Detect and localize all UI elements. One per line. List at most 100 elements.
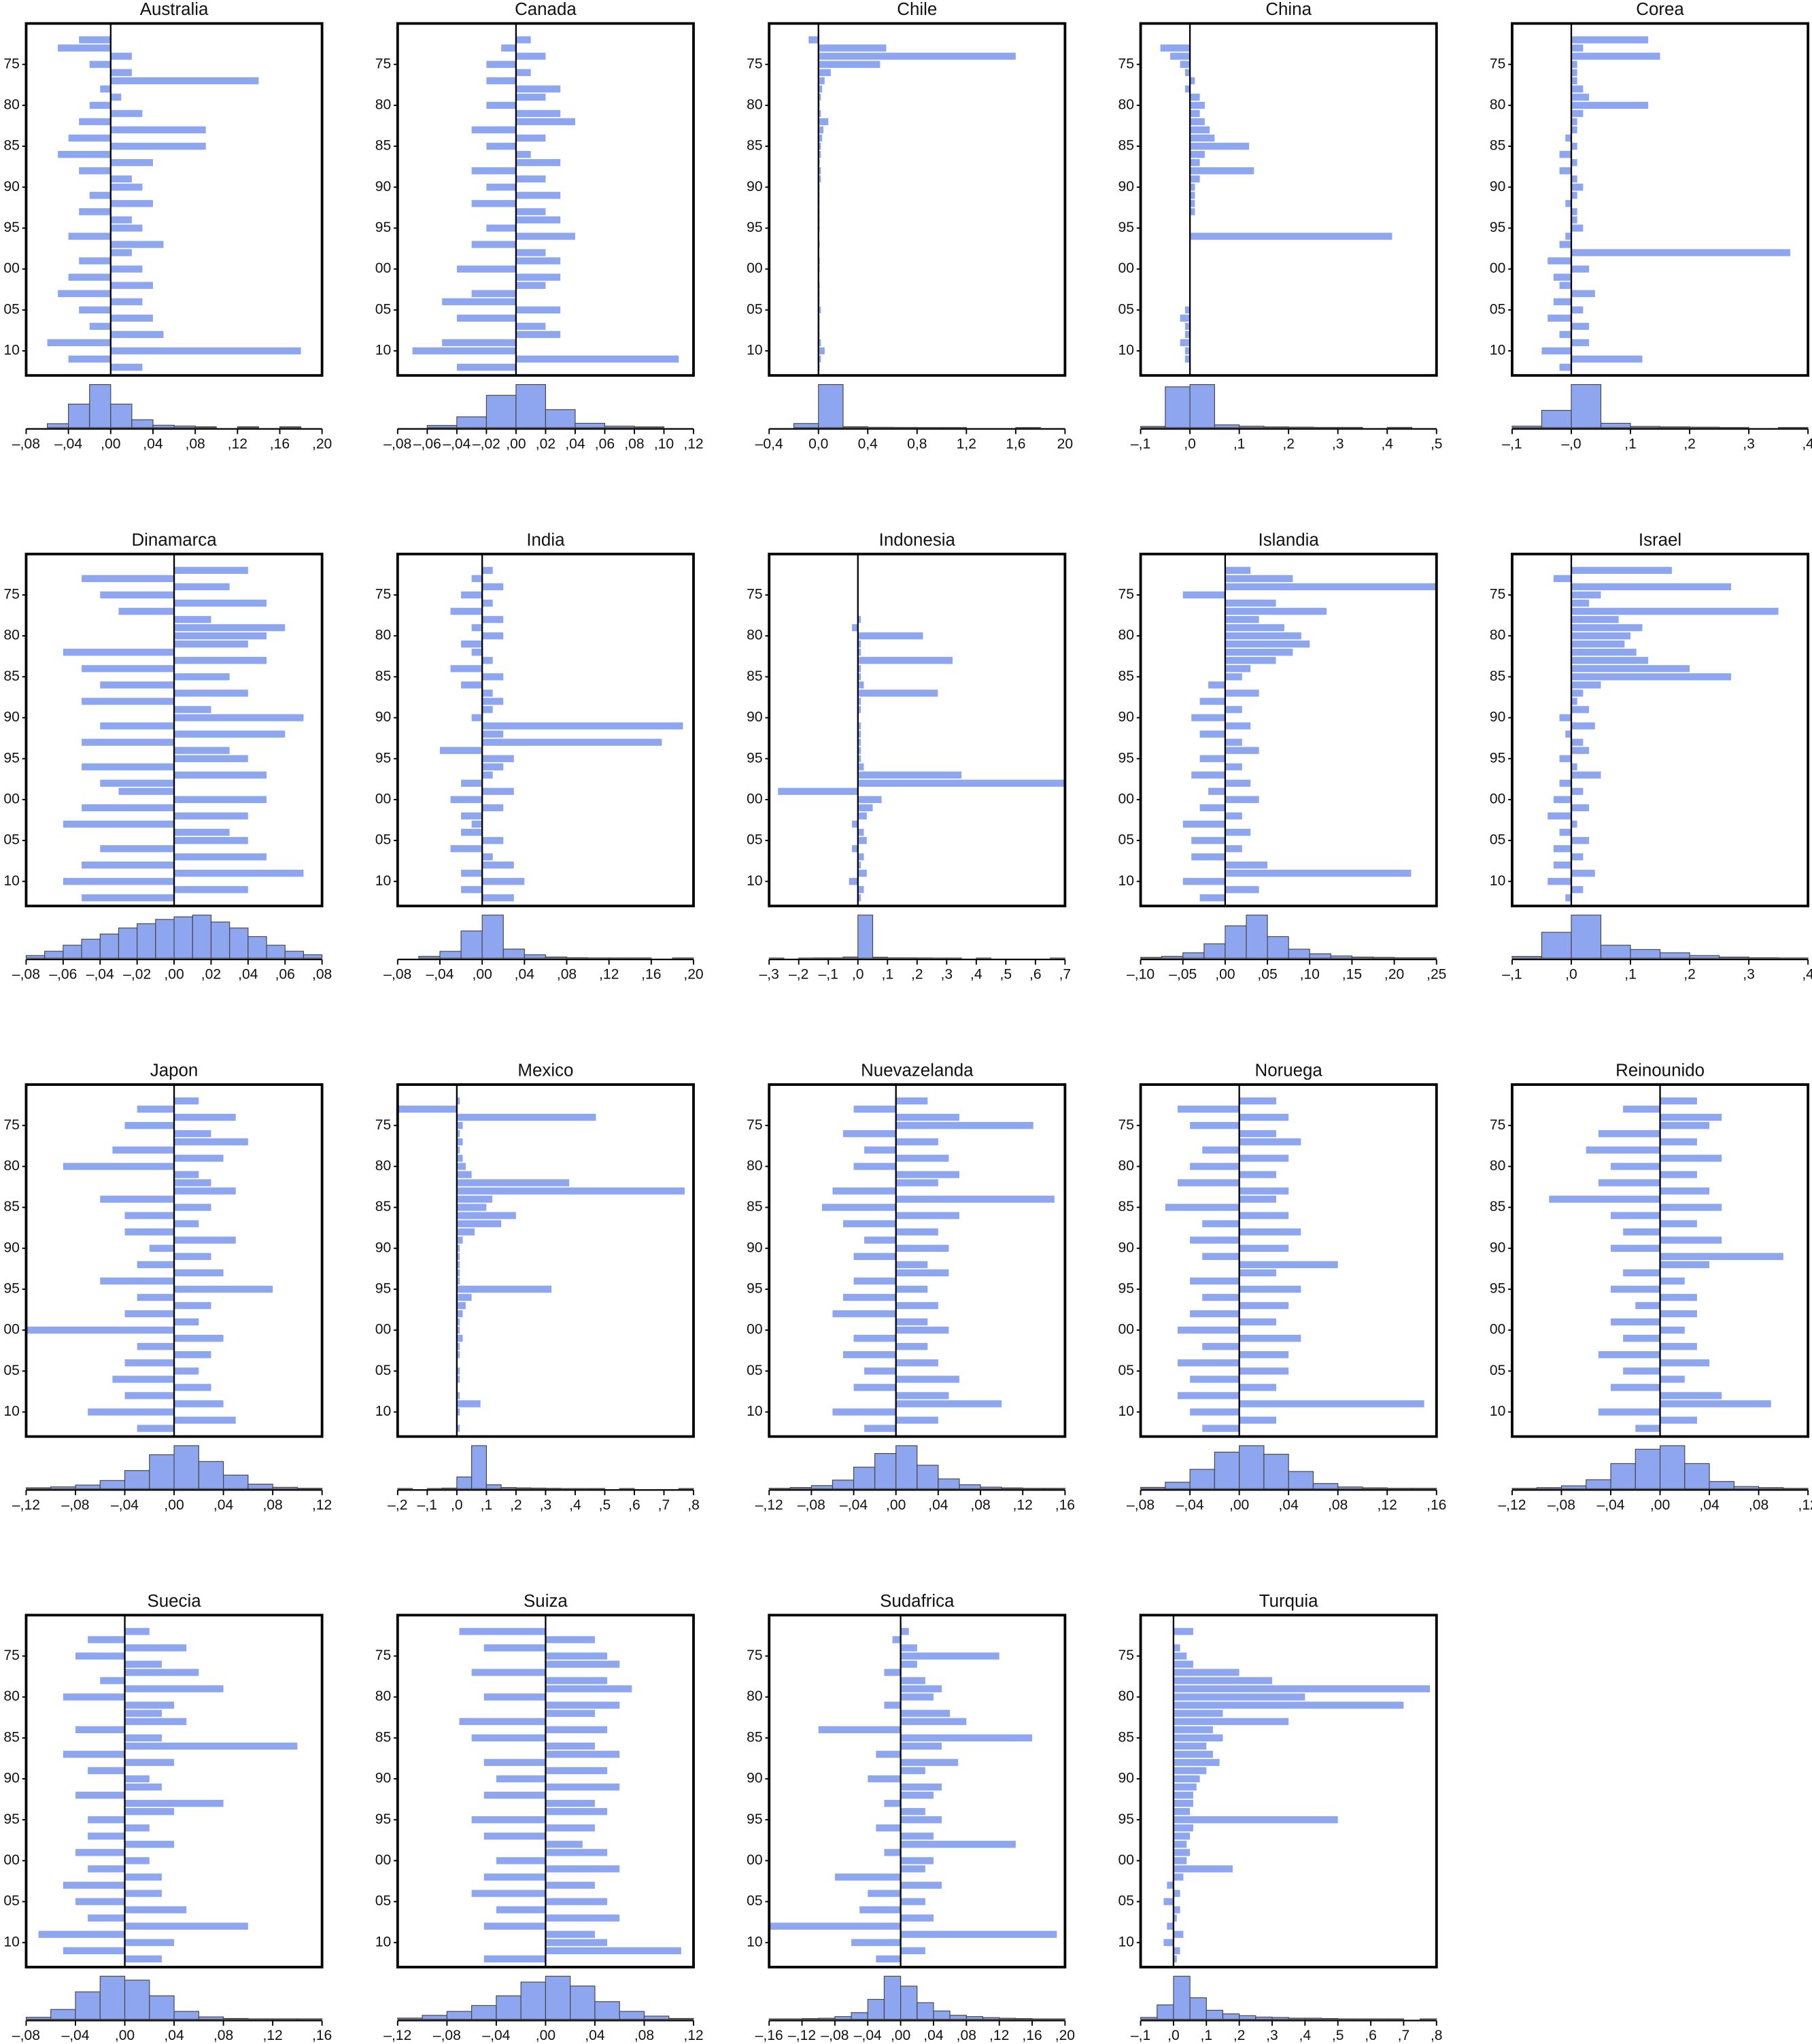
y-tick-label: 95 [1118, 220, 1134, 235]
bar [440, 747, 483, 754]
bar [1163, 1939, 1174, 1946]
histogram-bar [1015, 2018, 1033, 2020]
y-tick-label: 90 [375, 709, 391, 725]
bar [545, 1898, 608, 1905]
bar [818, 306, 821, 313]
bar [1190, 208, 1195, 216]
y-tick-label: 05 [3, 832, 19, 848]
bar [496, 1906, 546, 1913]
bar [1190, 167, 1254, 175]
bar [515, 69, 531, 76]
bar [1541, 347, 1571, 355]
bar [482, 599, 493, 607]
y-tick-label: 75 [3, 587, 19, 602]
bar [63, 820, 175, 828]
bar [1225, 632, 1301, 640]
bar [1184, 347, 1191, 355]
bar [174, 836, 248, 845]
bar [1184, 330, 1191, 339]
histogram-bar [917, 2002, 934, 2020]
bar [895, 1212, 959, 1219]
bar [895, 1261, 928, 1269]
bar [895, 1326, 949, 1334]
bar [818, 77, 825, 84]
y-tick-label: 85 [747, 668, 762, 684]
y-tick-label: 10 [3, 1934, 19, 1949]
y-tick-label: 95 [1118, 1811, 1134, 1827]
histogram-bar [1783, 1488, 1809, 1489]
y-tick-label: 00 [3, 1322, 19, 1338]
bar [483, 1955, 546, 1963]
bar [456, 1122, 463, 1129]
bar [456, 1301, 466, 1310]
bar [1199, 698, 1225, 705]
plot-frame [396, 22, 695, 377]
histogram-bar [1386, 1488, 1413, 1489]
bar [75, 1849, 125, 1856]
bar [515, 52, 546, 60]
bar [174, 632, 267, 640]
bar [818, 109, 821, 118]
histogram-bar [247, 2018, 273, 2020]
histogram-bar [1140, 957, 1163, 959]
bar [1239, 1318, 1277, 1326]
x-tick-label: ,04 [238, 967, 258, 983]
x-tick-label: ,00 [101, 436, 120, 452]
bar [857, 632, 923, 640]
histogram-bar [192, 915, 212, 959]
histogram-bar [266, 944, 286, 959]
bar [1623, 1228, 1660, 1236]
bar [482, 566, 493, 575]
x-tick-label: ,00 [891, 2028, 910, 2043]
panel-title: India [526, 530, 565, 549]
bar [1225, 689, 1259, 697]
bar [1553, 273, 1571, 281]
x-tick-label: ,08 [970, 1497, 990, 1513]
bar [63, 878, 175, 885]
bar [857, 747, 861, 754]
histogram-bar [247, 1484, 273, 1489]
bar [456, 1261, 460, 1269]
bar [174, 1335, 224, 1342]
bar [124, 1669, 199, 1676]
y-tick-label: 85 [375, 138, 391, 154]
bar [1184, 306, 1191, 313]
bar [63, 1947, 125, 1954]
bar [1571, 607, 1779, 615]
bar [124, 1701, 175, 1709]
bar [174, 1138, 248, 1146]
x-tick-label: ,00 [164, 967, 184, 983]
bar [857, 673, 861, 681]
bar [818, 93, 821, 101]
bar [471, 1669, 546, 1676]
histogram-bar [857, 915, 874, 959]
panel-title: Japon [150, 1061, 199, 1080]
bar [38, 1930, 125, 1938]
histogram-bar [284, 951, 305, 959]
bar [1571, 265, 1590, 273]
bar [1571, 665, 1690, 672]
bar [857, 828, 864, 836]
bar [857, 649, 861, 656]
x-tick-label: ,6 [1365, 2028, 1377, 2043]
histogram-bar [1689, 426, 1720, 428]
x-tick-label: –,3 [759, 967, 779, 983]
x-tick-label: –,10 [1127, 967, 1155, 983]
bar [1225, 575, 1293, 583]
x-tick-label: ,06 [275, 967, 295, 983]
histogram-bar [1600, 422, 1631, 428]
histogram-bar [594, 2001, 620, 2020]
histogram-bar [1748, 957, 1779, 959]
bar [1191, 771, 1225, 779]
bar [1548, 878, 1571, 885]
histogram-bar [397, 2017, 423, 2020]
x-tick-label: ,02 [201, 967, 221, 983]
histogram-bar [272, 1486, 298, 1489]
bar [118, 607, 175, 615]
bar [857, 796, 882, 804]
bar [1571, 583, 1731, 591]
bar [1565, 200, 1571, 207]
bar [1611, 1384, 1660, 1391]
bar [1190, 1376, 1240, 1383]
bar [1180, 314, 1191, 322]
